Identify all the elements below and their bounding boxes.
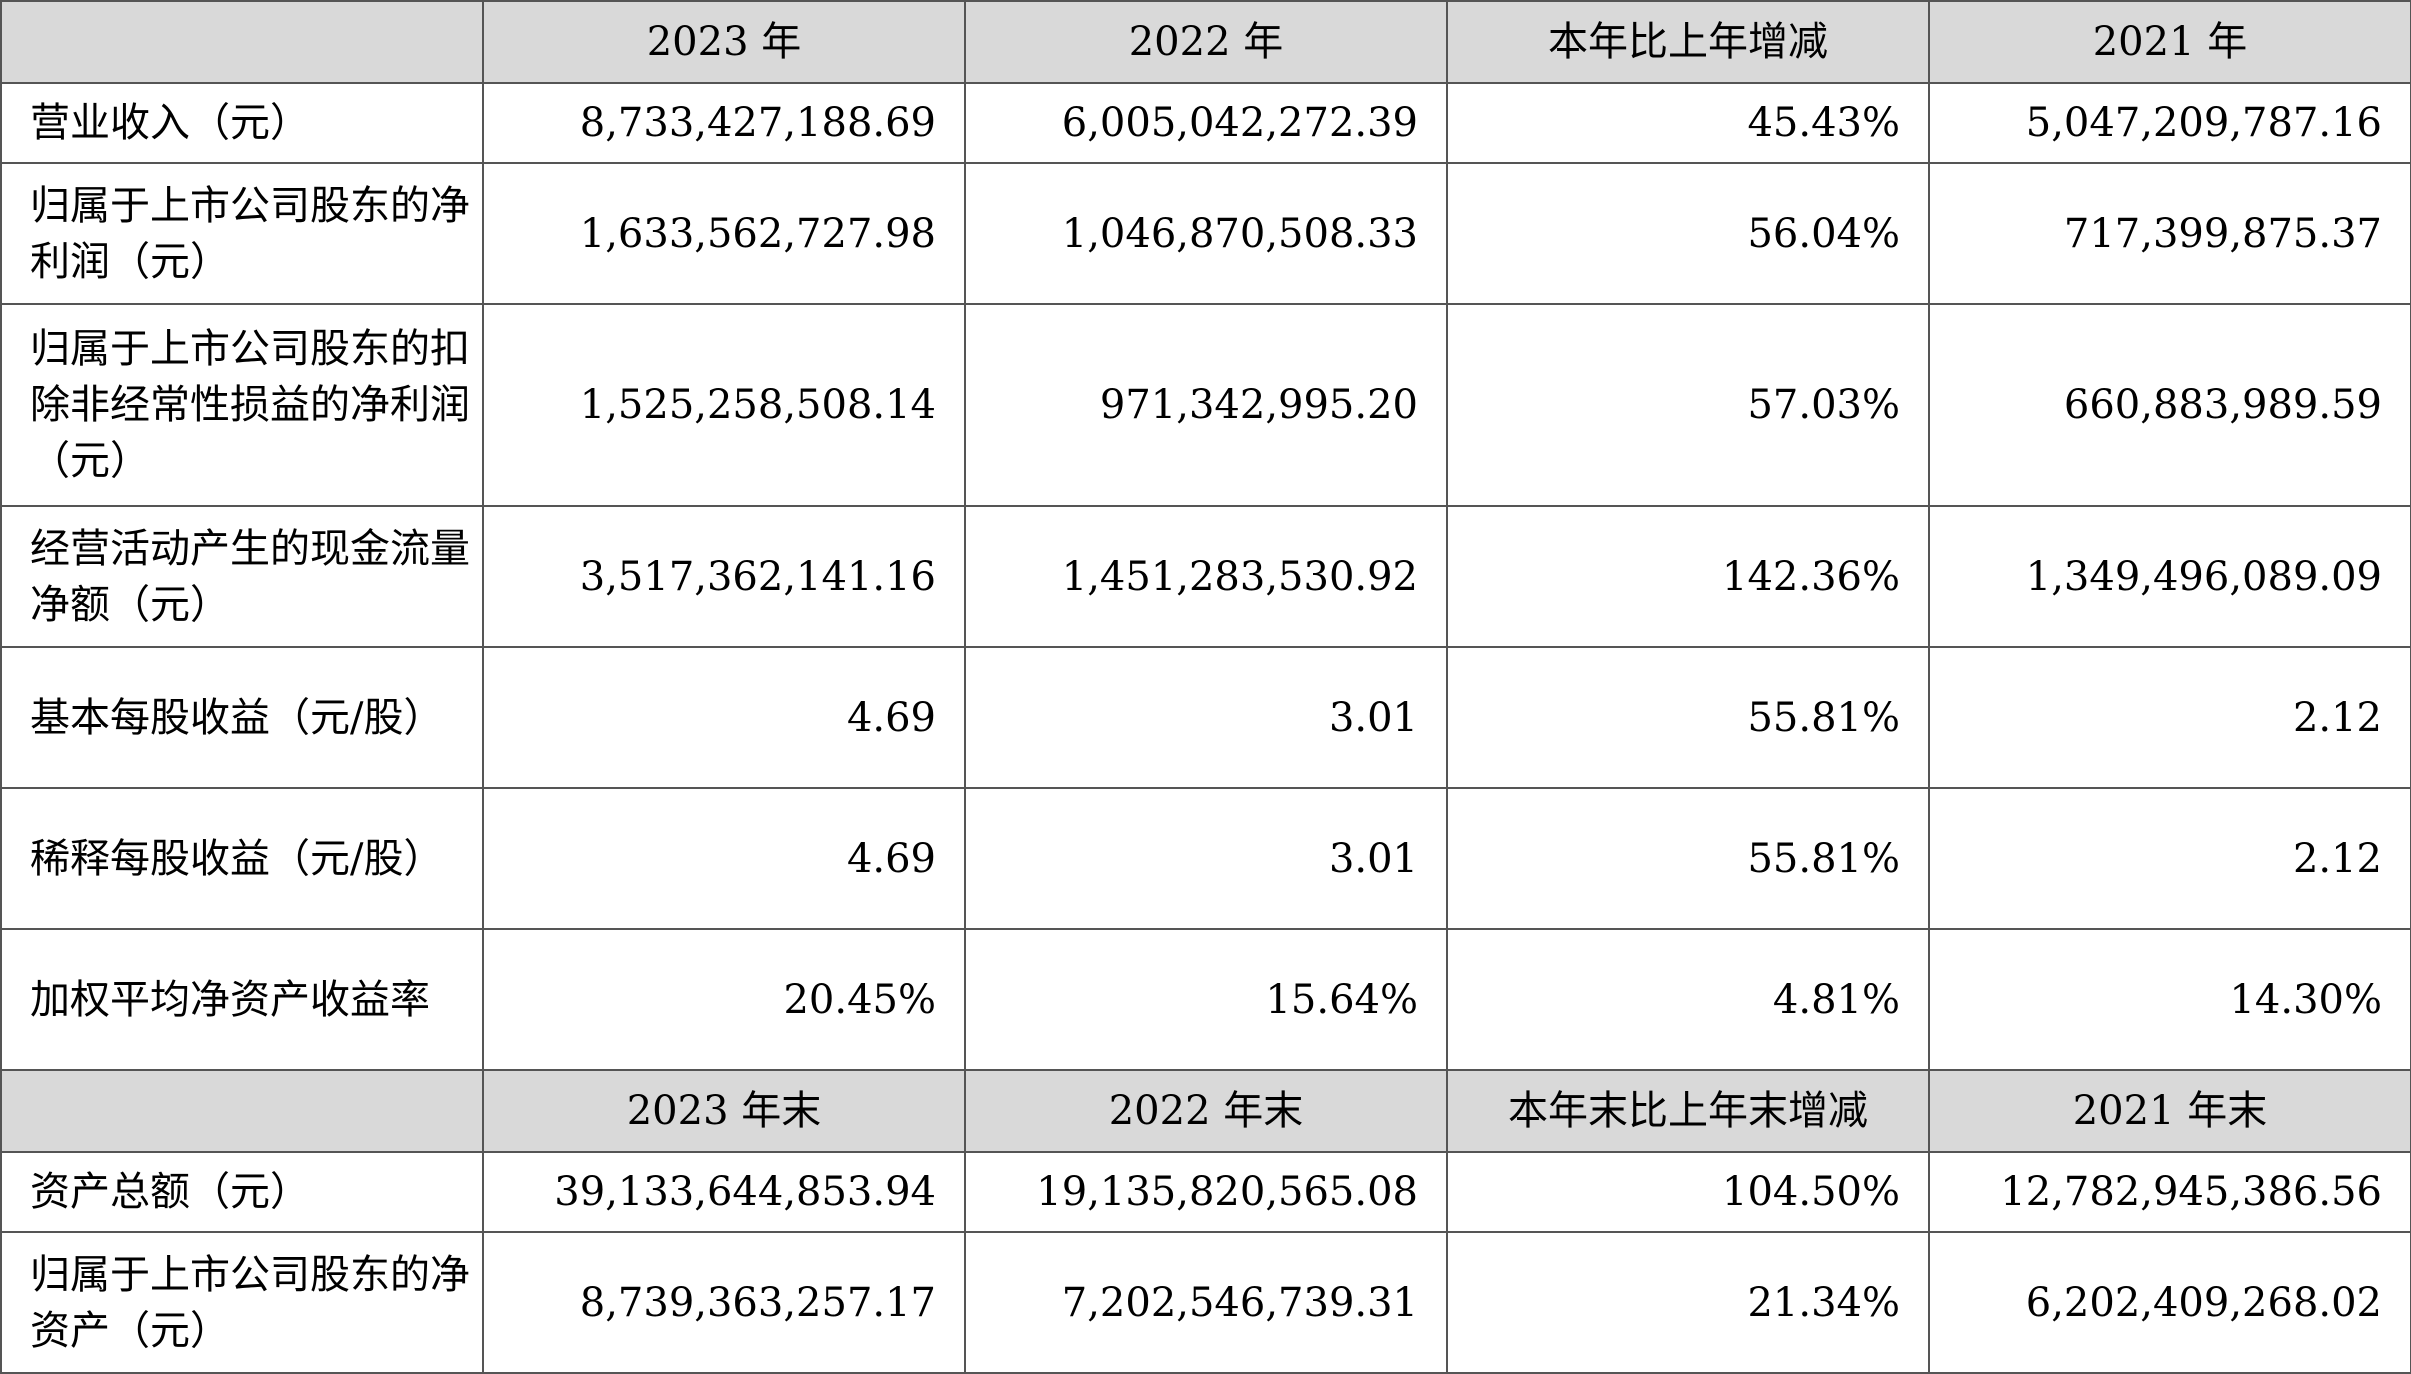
- cell-2021: 5,047,209,787.16: [1928, 82, 2411, 164]
- cell-change: 142.36%: [1446, 505, 1930, 648]
- cell-2022: 3.01: [964, 646, 1448, 789]
- row-label: 资产总额（元）: [0, 1151, 484, 1233]
- header-cell-change-end: 本年末比上年末增减: [1446, 1069, 1930, 1153]
- table-row: 归属于上市公司股东的净资产（元） 8,739,363,257.17 7,202,…: [0, 1231, 2411, 1374]
- table-row: 基本每股收益（元/股） 4.69 3.01 55.81% 2.12: [0, 646, 2411, 789]
- row-label: 稀释每股收益（元/股）: [0, 787, 484, 930]
- cell-2022: 19,135,820,565.08: [964, 1151, 1448, 1233]
- header-cell-empty: [0, 0, 484, 84]
- cell-2022: 3.01: [964, 787, 1448, 930]
- cell-2023: 8,733,427,188.69: [482, 82, 966, 164]
- cell-change: 104.50%: [1446, 1151, 1930, 1233]
- cell-2023: 4.69: [482, 646, 966, 789]
- cell-2021: 717,399,875.37: [1928, 162, 2411, 305]
- cell-2022: 15.64%: [964, 928, 1448, 1071]
- cell-2022: 1,046,870,508.33: [964, 162, 1448, 305]
- table-row: 稀释每股收益（元/股） 4.69 3.01 55.81% 2.12: [0, 787, 2411, 930]
- row-label: 经营活动产生的现金流量净额（元）: [0, 505, 484, 648]
- cell-change: 21.34%: [1446, 1231, 1930, 1374]
- header-cell-2022: 2022 年: [964, 0, 1448, 84]
- row-label: 归属于上市公司股东的扣除非经常性损益的净利润（元）: [0, 303, 484, 507]
- header-cell-2023: 2023 年: [482, 0, 966, 84]
- cell-2021: 2.12: [1928, 787, 2411, 930]
- cell-2022: 971,342,995.20: [964, 303, 1448, 507]
- cell-2023: 1,633,562,727.98: [482, 162, 966, 305]
- cell-2023: 20.45%: [482, 928, 966, 1071]
- cell-2021: 1,349,496,089.09: [1928, 505, 2411, 648]
- cell-change: 4.81%: [1446, 928, 1930, 1071]
- cell-2023: 39,133,644,853.94: [482, 1151, 966, 1233]
- row-label: 归属于上市公司股东的净利润（元）: [0, 162, 484, 305]
- table-row: 加权平均净资产收益率 20.45% 15.64% 4.81% 14.30%: [0, 928, 2411, 1071]
- header-cell-2022-end: 2022 年末: [964, 1069, 1448, 1153]
- table-row: 经营活动产生的现金流量净额（元） 3,517,362,141.16 1,451,…: [0, 505, 2411, 648]
- cell-2021: 2.12: [1928, 646, 2411, 789]
- cell-change: 55.81%: [1446, 787, 1930, 930]
- table-row: 归属于上市公司股东的净利润（元） 1,633,562,727.98 1,046,…: [0, 162, 2411, 305]
- cell-change: 45.43%: [1446, 82, 1930, 164]
- cell-2022: 7,202,546,739.31: [964, 1231, 1448, 1374]
- cell-2023: 4.69: [482, 787, 966, 930]
- row-label: 营业收入（元）: [0, 82, 484, 164]
- row-label: 基本每股收益（元/股）: [0, 646, 484, 789]
- header-cell-2021-end: 2021 年末: [1928, 1069, 2411, 1153]
- table-row: 归属于上市公司股东的扣除非经常性损益的净利润（元） 1,525,258,508.…: [0, 303, 2411, 507]
- table-row: 资产总额（元） 39,133,644,853.94 19,135,820,565…: [0, 1151, 2411, 1233]
- cell-2022: 6,005,042,272.39: [964, 82, 1448, 164]
- cell-2023: 8,739,363,257.17: [482, 1231, 966, 1374]
- cell-2021: 14.30%: [1928, 928, 2411, 1071]
- cell-2023: 1,525,258,508.14: [482, 303, 966, 507]
- cell-2021: 6,202,409,268.02: [1928, 1231, 2411, 1374]
- row-label: 归属于上市公司股东的净资产（元）: [0, 1231, 484, 1374]
- header-cell-2021: 2021 年: [1928, 0, 2411, 84]
- header-cell-empty: [0, 1069, 484, 1153]
- row-label: 加权平均净资产收益率: [0, 928, 484, 1071]
- table-row: 营业收入（元） 8,733,427,188.69 6,005,042,272.3…: [0, 82, 2411, 164]
- header-row-year-end: 2023 年末 2022 年末 本年末比上年末增减 2021 年末: [0, 1069, 2411, 1153]
- cell-change: 55.81%: [1446, 646, 1930, 789]
- cell-2023: 3,517,362,141.16: [482, 505, 966, 648]
- cell-2022: 1,451,283,530.92: [964, 505, 1448, 648]
- cell-change: 56.04%: [1446, 162, 1930, 305]
- cell-2021: 12,782,945,386.56: [1928, 1151, 2411, 1233]
- header-row-annual: 2023 年 2022 年 本年比上年增减 2021 年: [0, 0, 2411, 84]
- header-cell-change: 本年比上年增减: [1446, 0, 1930, 84]
- header-cell-2023-end: 2023 年末: [482, 1069, 966, 1153]
- cell-change: 57.03%: [1446, 303, 1930, 507]
- cell-2021: 660,883,989.59: [1928, 303, 2411, 507]
